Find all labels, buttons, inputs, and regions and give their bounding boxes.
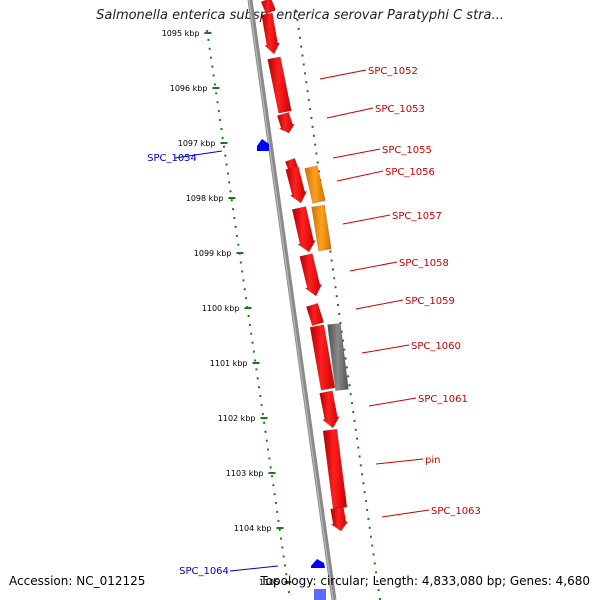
gene-block-orange[interactable] [311, 204, 332, 252]
map-title: Salmonella enterica subsp. enterica sero… [96, 8, 504, 23]
gene-label[interactable]: SPC_1058 [399, 258, 449, 269]
gene-block[interactable] [261, 12, 281, 55]
feature-ruler [295, 9, 381, 600]
label-leader-line [375, 458, 424, 465]
scale-tick-label: 1100 kbp [202, 304, 240, 313]
scale-tick-label: 1098 kbp [186, 194, 224, 203]
gene-block[interactable] [309, 324, 336, 391]
label-leader-line [349, 261, 398, 272]
gene-label[interactable]: SPC_1055 [382, 145, 432, 156]
gene-block-orange[interactable] [304, 165, 326, 204]
label-leader-line [174, 150, 223, 159]
gene-block[interactable] [291, 206, 317, 253]
scale-tick-label: 1103 kbp [226, 469, 264, 478]
scale-tick-label: 1101 kbp [210, 359, 248, 368]
gene-label[interactable]: SPC_1063 [431, 506, 481, 517]
gene-block[interactable] [267, 56, 292, 114]
gene-label[interactable]: pin [425, 455, 440, 466]
gene-block[interactable] [260, 0, 277, 15]
gene-block-reverse[interactable] [257, 139, 269, 151]
gene-label[interactable]: SPC_1054 [147, 153, 197, 164]
label-leader-line [332, 148, 381, 159]
label-leader-line [342, 214, 391, 225]
scale-tick-label: 1096 kbp [170, 84, 208, 93]
gene-block[interactable] [330, 506, 349, 532]
scale-tick-label: 1099 kbp [194, 249, 232, 258]
gene-block[interactable] [319, 390, 341, 429]
scale-tick-label: 1095 kbp [162, 29, 200, 38]
label-leader-line [319, 69, 367, 80]
label-leader-line [381, 509, 430, 518]
gene-block[interactable] [285, 166, 308, 204]
backbone-highlight [248, 0, 334, 600]
gene-label[interactable]: SPC_1061 [418, 394, 468, 405]
gene-label[interactable]: SPC_1057 [392, 211, 442, 222]
gene-block-reverse[interactable] [314, 589, 326, 600]
gene-block[interactable] [322, 428, 348, 510]
scale-ruler [206, 29, 291, 600]
gene-block[interactable] [284, 157, 299, 171]
gene-label[interactable]: SPC_1064 [179, 566, 229, 577]
scale-tick-label: 1102 kbp [218, 414, 256, 423]
gene-label[interactable]: SPC_1059 [405, 296, 455, 307]
accession-text: Accession: NC_012125 [9, 574, 146, 588]
genome-summary: Topology: circular; Length: 4,833,080 bp… [260, 574, 590, 588]
scale-tick-label: 1104 kbp [234, 524, 272, 533]
scale-tick-label: 1097 kbp [178, 139, 216, 148]
scale-tick-label: 1105 [259, 578, 279, 587]
label-leader-line [361, 344, 410, 354]
gene-label[interactable]: SPC_1056 [385, 167, 435, 178]
label-leader-line [229, 565, 279, 572]
label-leader-line [355, 299, 404, 310]
gene-block-reverse[interactable] [311, 559, 325, 568]
gene-block[interactable] [299, 253, 323, 297]
gene-block-gray[interactable] [327, 322, 349, 392]
label-leader-line [326, 107, 374, 119]
gene-label[interactable]: SPC_1060 [411, 341, 461, 352]
label-leader-line [368, 397, 417, 407]
gene-block[interactable] [276, 111, 296, 134]
gene-block[interactable] [305, 302, 325, 327]
gene-label[interactable]: SPC_1052 [368, 66, 418, 77]
gene-label[interactable]: SPC_1053 [375, 104, 425, 115]
genome-backbone [247, 0, 337, 600]
label-leader-line [336, 170, 384, 182]
